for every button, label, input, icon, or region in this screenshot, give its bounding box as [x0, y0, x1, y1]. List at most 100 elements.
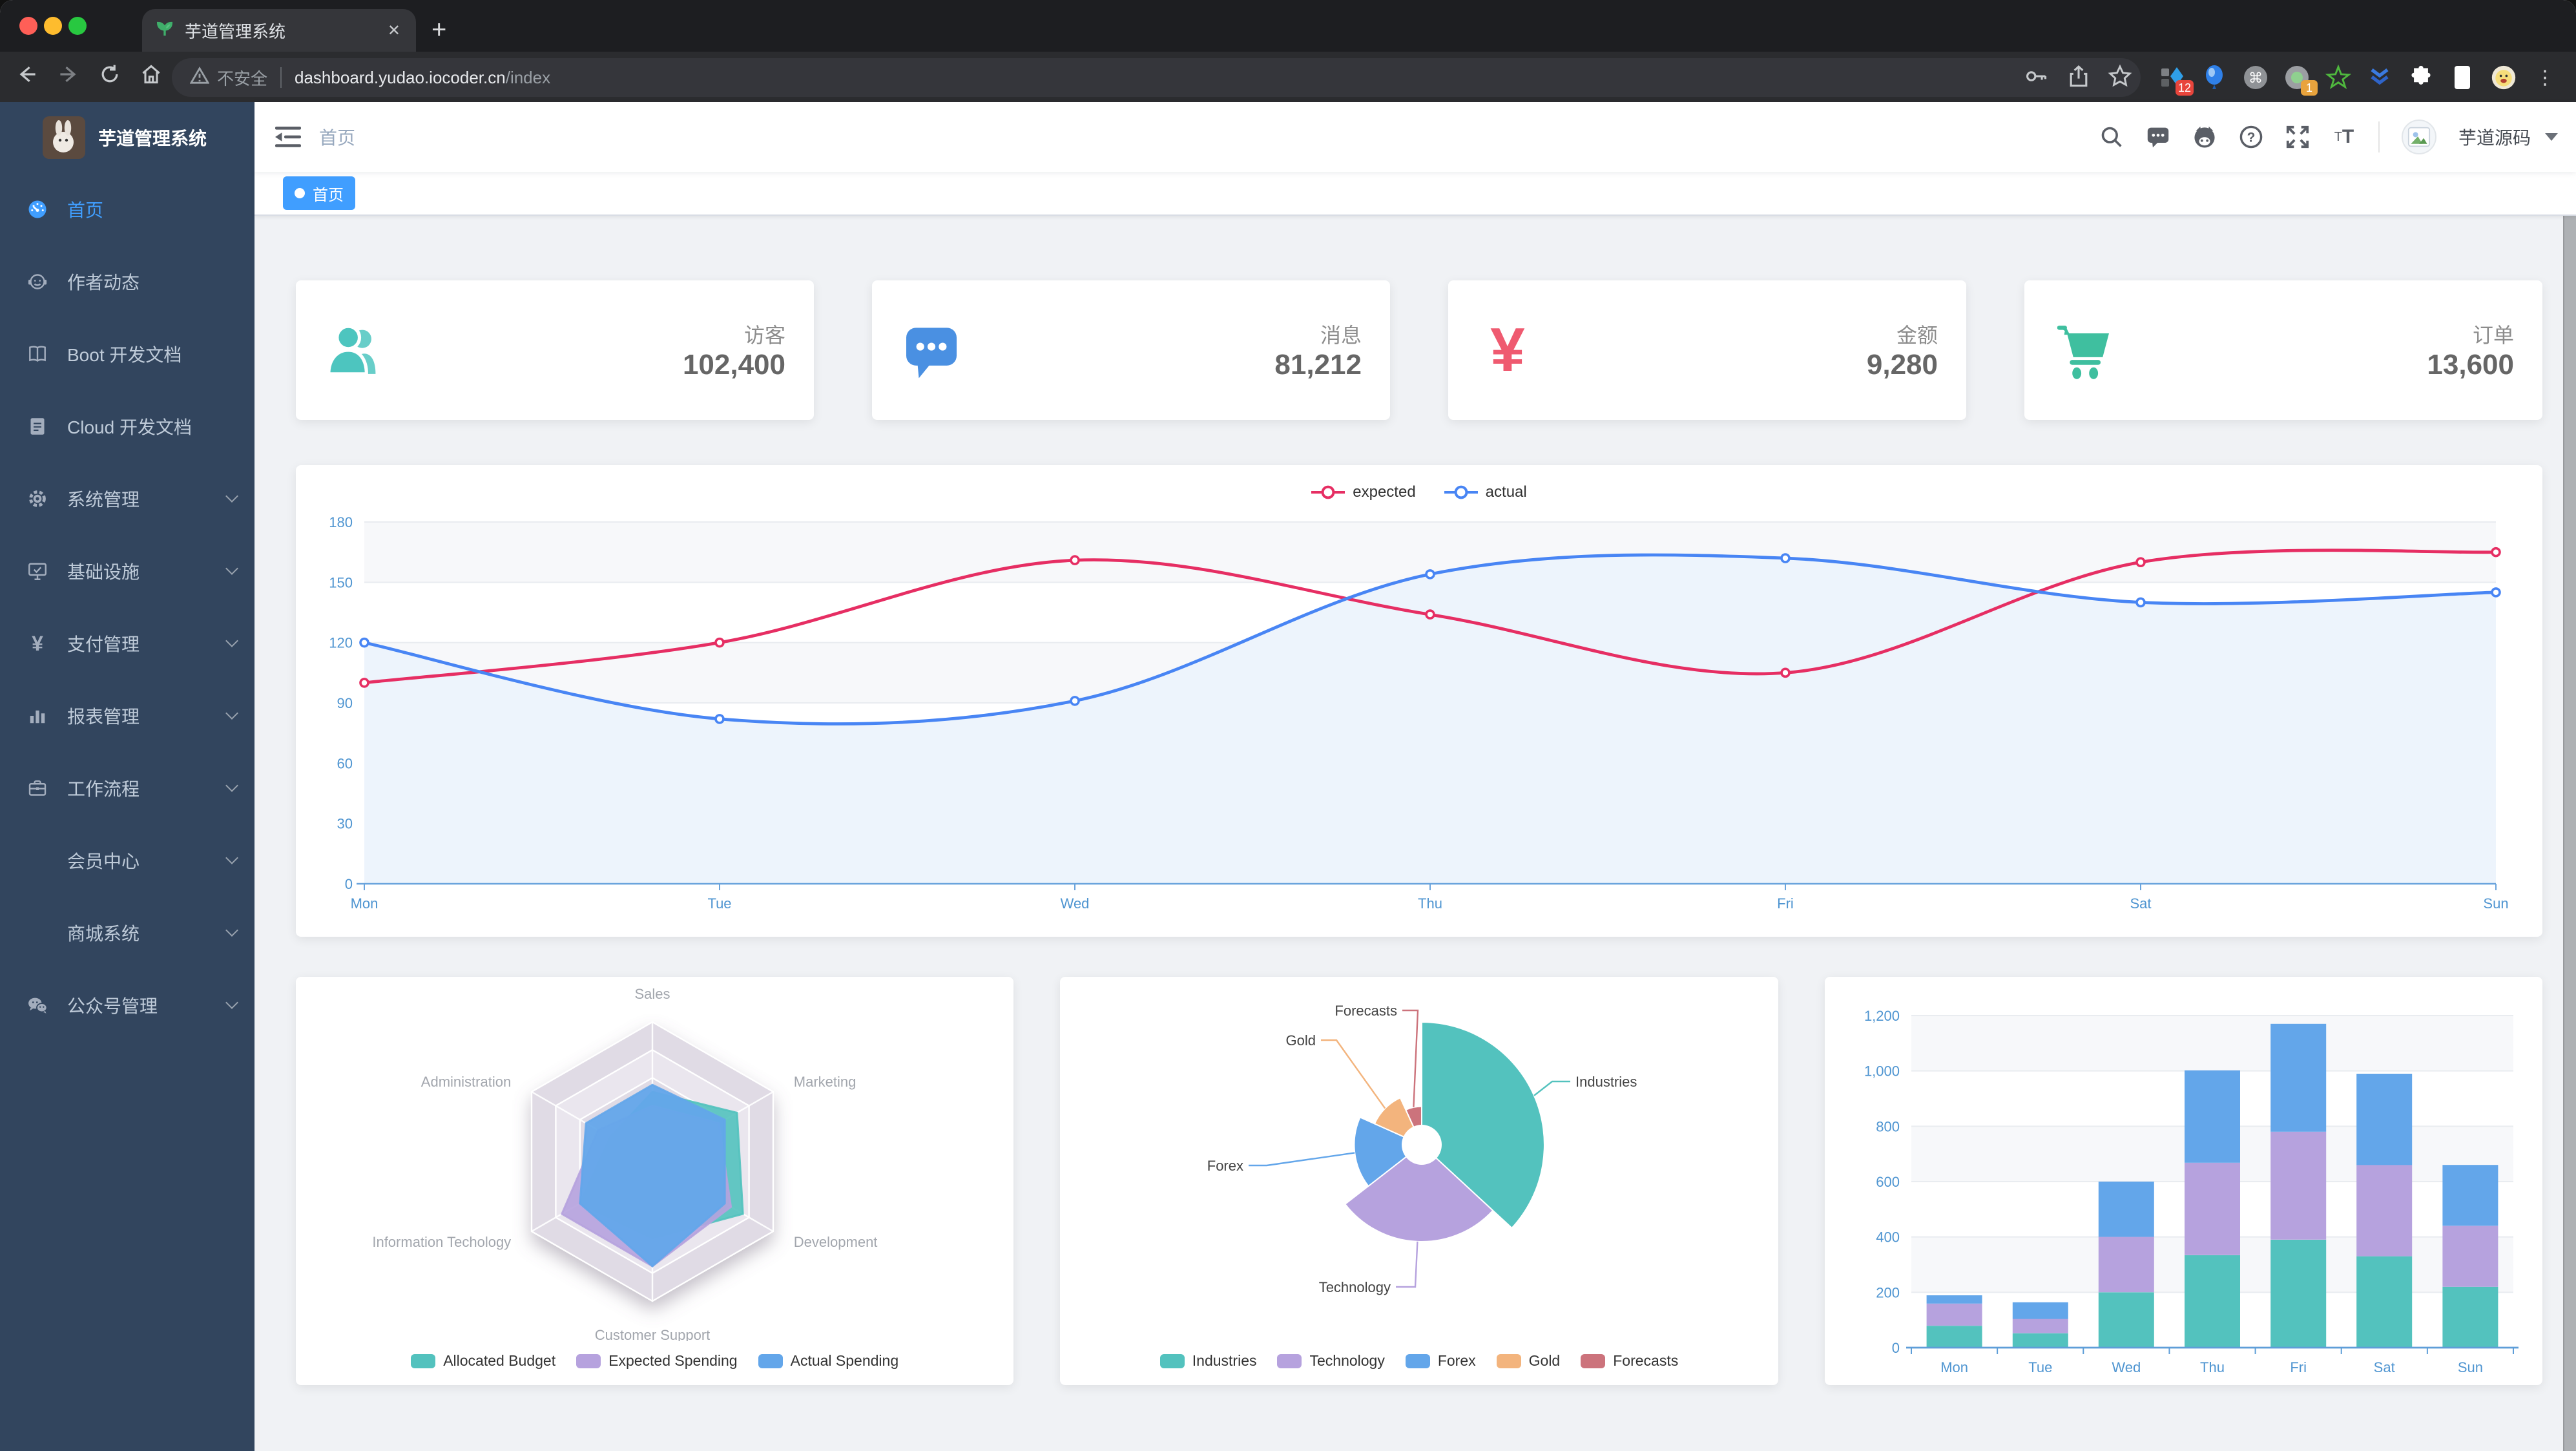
sidebar-item-cloud-docs[interactable]: Cloud 开发文档 [0, 390, 254, 463]
no-icon [26, 921, 49, 945]
chevron-down-icon [225, 996, 238, 1009]
extension-recorder-icon[interactable]: 1 [2284, 65, 2318, 96]
sidebar-item-home[interactable]: 首页 [0, 173, 254, 245]
author-icon [26, 270, 49, 293]
page-scrollbar[interactable] [2563, 102, 2576, 1451]
bookmark-star-icon[interactable] [2107, 63, 2135, 92]
chevron-down-icon [225, 924, 238, 937]
breadcrumb[interactable]: 首页 [319, 128, 356, 148]
extensions-puzzle-icon[interactable] [2408, 65, 2434, 90]
svg-text:Thu: Thu [1418, 895, 1442, 912]
svg-text:⌘: ⌘ [2249, 70, 2263, 86]
username-dropdown[interactable]: 芋道源码 [2458, 128, 2531, 148]
chevron-down-icon [225, 634, 238, 647]
legend-item[interactable]: Expected Spending [576, 1352, 738, 1370]
legend-item[interactable]: Industries [1159, 1352, 1256, 1370]
stat-card-orders[interactable]: 订单 13,600 [2024, 280, 2542, 420]
sidebar-item-infrastructure[interactable]: 基础设施 [0, 535, 254, 607]
navbar-divider [2378, 121, 2380, 152]
stat-card-visitors[interactable]: 访客 102,400 [296, 280, 814, 420]
svg-text:Customer Support: Customer Support [595, 1327, 711, 1341]
extension-command-icon[interactable]: ⌘ [2243, 65, 2269, 90]
traffic-light-minimize-button[interactable] [44, 17, 62, 35]
reload-icon[interactable] [96, 63, 124, 91]
legend-item[interactable]: Forex [1405, 1352, 1476, 1370]
svg-text:90: 90 [337, 695, 353, 711]
svg-text:Wed: Wed [2112, 1359, 2141, 1375]
traffic-light-close-button[interactable] [19, 17, 37, 35]
collapse-sidebar-icon[interactable] [275, 125, 301, 149]
extension-tag-assistant-icon[interactable]: 12 [2160, 65, 2194, 96]
sidebar-item-author[interactable]: 作者动态 [0, 245, 254, 318]
message-icon[interactable] [2146, 125, 2170, 149]
sidebar-item-workflow[interactable]: 工作流程 [0, 752, 254, 824]
extension-green-star-icon[interactable] [2325, 65, 2351, 90]
monitor-icon [26, 559, 49, 583]
github-icon[interactable] [2192, 125, 2217, 149]
briefcase-icon [26, 777, 49, 800]
sidebar-item-system[interactable]: 系统管理 [0, 463, 254, 535]
sidebar-menu: 首页 作者动态 Boot 开发文档 Cloud 开发文档 [0, 173, 254, 1041]
stat-card-messages[interactable]: 消息 81,212 [872, 280, 1390, 420]
sidebar-item-reports[interactable]: 报表管理 [0, 680, 254, 752]
svg-text:30: 30 [337, 816, 353, 832]
svg-text:Marketing: Marketing [794, 1074, 857, 1090]
address-bar[interactable]: 不安全 dashboard.yudao.iocoder.cn/index [172, 58, 2141, 97]
back-icon[interactable] [13, 63, 41, 91]
share-icon[interactable] [2066, 63, 2094, 92]
fullscreen-icon[interactable] [2285, 125, 2310, 149]
caret-down-icon[interactable] [2545, 133, 2558, 141]
svg-text:1,200: 1,200 [1864, 1008, 1900, 1024]
new-tab-button[interactable]: + [431, 16, 447, 44]
legend-item[interactable]: Gold [1496, 1352, 1560, 1370]
legend-item[interactable]: Actual Spending [758, 1352, 898, 1370]
money-yen-icon: ¥ [1490, 315, 1525, 384]
chevron-down-icon [225, 707, 238, 720]
sidebar-item-boot-docs[interactable]: Boot 开发文档 [0, 318, 254, 390]
stat-card-amount[interactable]: ¥ 金额 9,280 [1448, 280, 1966, 420]
svg-text:Wed: Wed [1061, 895, 1090, 912]
legend-item[interactable]: Forecasts [1581, 1352, 1678, 1370]
legend-item-actual[interactable]: actual [1444, 483, 1527, 501]
home-icon[interactable] [137, 63, 165, 91]
line-chart[interactable]: 0 30 60 90 120 150 180 Mon Tue Wed Thu Fri Sat Sun [296, 465, 2529, 937]
svg-text:Sat: Sat [2130, 895, 2151, 912]
svg-text:180: 180 [329, 514, 353, 530]
tag-home[interactable]: 首页 [283, 176, 355, 210]
radar-chart[interactable]: Sales Administration Information Techology… [296, 977, 1009, 1341]
sidebar-item-payment[interactable]: ¥ 支付管理 [0, 607, 254, 680]
legend-item[interactable]: Allocated Budget [411, 1352, 556, 1370]
svg-text:1,000: 1,000 [1864, 1063, 1900, 1080]
tab-close-icon[interactable]: ✕ [387, 21, 400, 39]
stat-label: 访客 [743, 324, 785, 347]
legend-item[interactable]: Technology [1277, 1352, 1385, 1370]
bar-chart[interactable]: 0 200 400 600 800 1,000 1,200 Mon Tue Wed Thu Fri Sa… [1825, 977, 2546, 1385]
stat-value: 13,600 [2427, 349, 2514, 381]
not-secure-warning-icon [189, 66, 210, 89]
sidebar-item-wechat-mp[interactable]: 公众号管理 [0, 969, 254, 1041]
traffic-light-zoom-button[interactable] [68, 17, 87, 35]
reading-list-icon[interactable] [2449, 65, 2475, 90]
user-avatar[interactable] [2401, 120, 2436, 154]
sidebar-logo[interactable]: 芋道管理系统 [0, 102, 254, 173]
browser-menu-icon[interactable]: ⋮ [2535, 67, 2555, 89]
browser-tab[interactable]: 芋道管理系统 ✕ [142, 9, 416, 52]
extension-bar: 12 ⌘ 1 [2160, 58, 2558, 97]
search-icon[interactable] [2099, 125, 2124, 149]
sidebar-item-member-center[interactable]: 会员中心 [0, 824, 254, 897]
password-key-icon[interactable] [2023, 63, 2051, 92]
help-icon[interactable]: ? [2239, 125, 2263, 149]
browser-profile-avatar[interactable] [2491, 65, 2517, 90]
sidebar-item-mall-system[interactable]: 商城系统 [0, 897, 254, 969]
svg-text:60: 60 [337, 755, 353, 771]
svg-text:800: 800 [1876, 1118, 1900, 1134]
pie-chart[interactable]: Industries Technology Forex Gold Forecasts [1060, 977, 1781, 1341]
forward-icon[interactable] [54, 63, 83, 91]
extension-balloon-icon[interactable] [2201, 65, 2227, 90]
chevron-down-icon [225, 490, 238, 503]
panel-group: 访客 102,400 消息 81,212 [296, 280, 2542, 420]
extension-chevrons-icon[interactable] [2367, 65, 2393, 90]
legend-item-expected[interactable]: expected [1311, 483, 1416, 501]
